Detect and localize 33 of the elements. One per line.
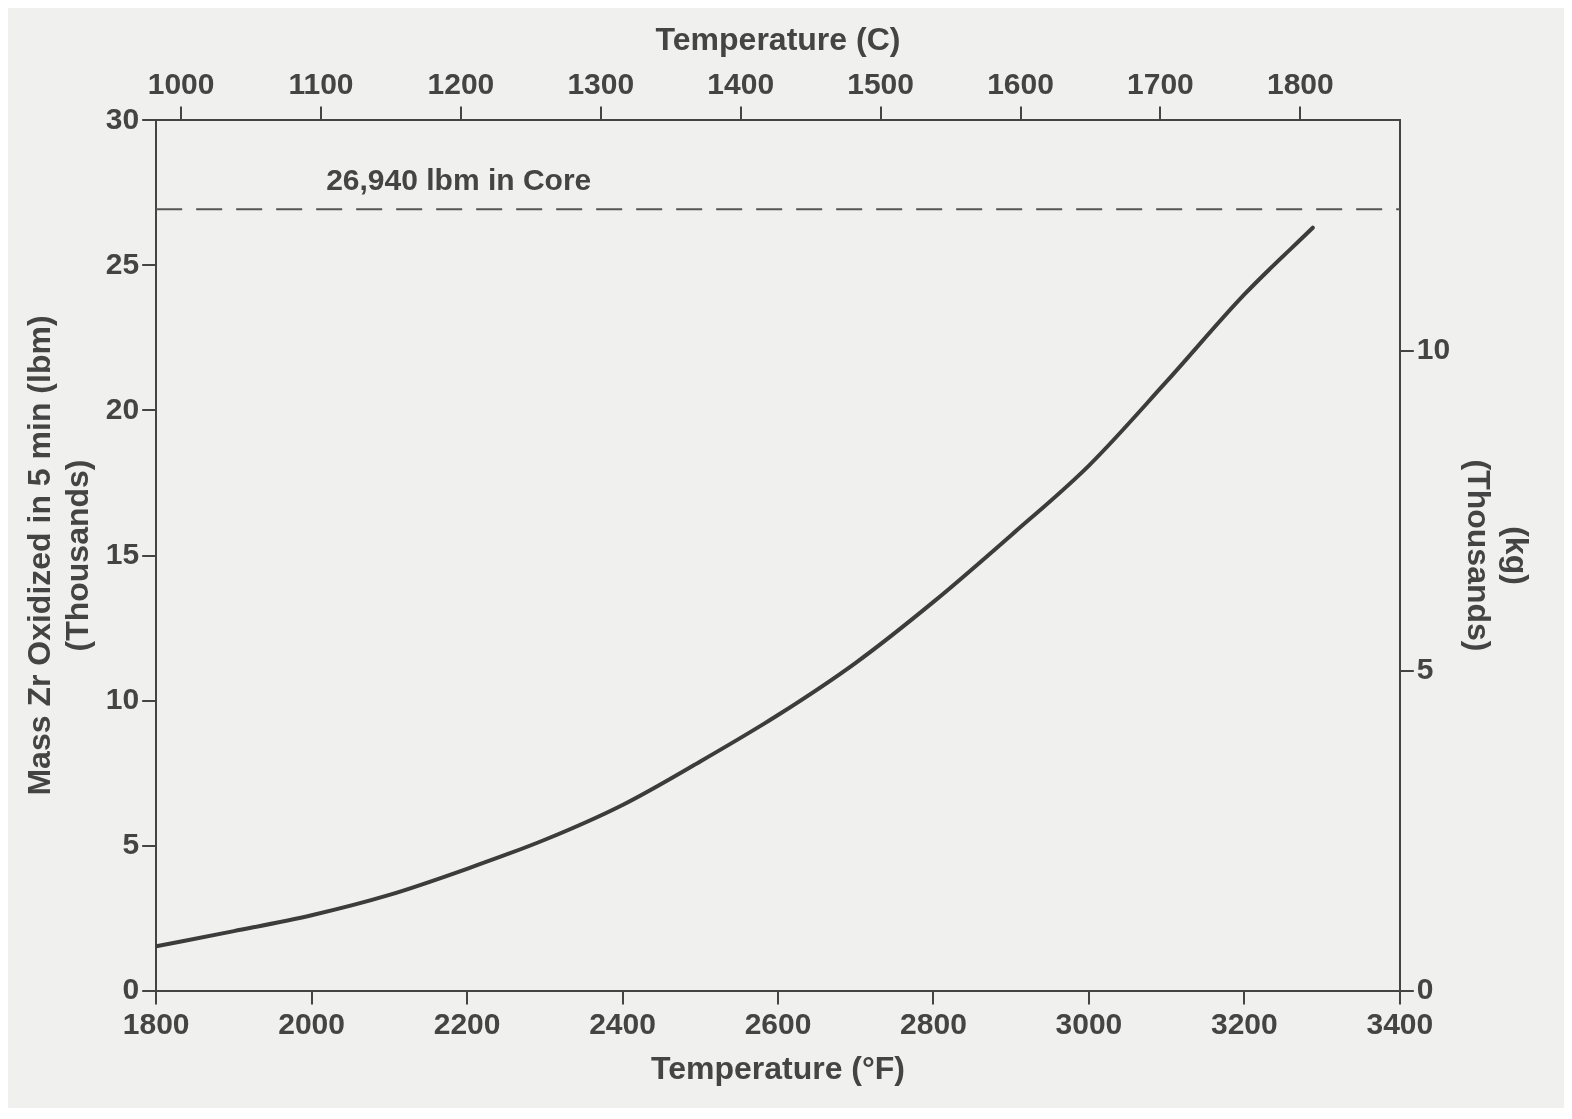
x2-tick-label: 1100 <box>288 66 354 100</box>
y2-tick-label: 0 <box>1416 971 1434 1005</box>
x2-tick-label: 1500 <box>847 66 914 100</box>
x-tick-label: 3400 <box>1366 1006 1434 1040</box>
x2-tick-label: 1000 <box>147 66 215 100</box>
y-tick-label: 5 <box>122 826 140 860</box>
y2-tick-label: 10 <box>1416 332 1451 366</box>
x-tick-label: 1800 <box>122 1006 190 1040</box>
y2-axis-title: (kg) (Thousands) <box>1460 459 1535 652</box>
x2-tick-label: 1600 <box>987 66 1054 100</box>
y-tick-label: 10 <box>105 681 140 715</box>
y-tick-label: 20 <box>105 391 140 425</box>
y-tick-label: 15 <box>105 536 140 570</box>
y-tick-label: 0 <box>122 971 140 1005</box>
y-tick-label: 25 <box>105 246 140 280</box>
y2-tick-label: 5 <box>1416 652 1434 686</box>
x-tick-label: 2800 <box>900 1006 967 1040</box>
y-axis-title: Mass Zr Oxidized in 5 min (lbm) (Thousands) <box>21 315 96 796</box>
x2-axis-title: Temperature (C) <box>655 21 901 58</box>
x2-tick-label: 1800 <box>1266 66 1334 100</box>
x-axis-title: Temperature (°F) <box>650 1049 906 1086</box>
x-tick-label: 2600 <box>744 1006 812 1040</box>
x-tick-label: 2000 <box>278 1006 345 1040</box>
x2-tick-label: 1400 <box>707 66 775 100</box>
x2-tick-label: 1200 <box>427 66 495 100</box>
ref-line-label: 26,940 lbm in Core <box>326 163 592 197</box>
x-tick-label: 3200 <box>1211 1006 1278 1040</box>
x-tick-label: 2400 <box>589 1006 656 1040</box>
x-tick-label: 3000 <box>1055 1006 1123 1040</box>
x2-tick-label: 1700 <box>1127 66 1194 100</box>
y-tick-label: 30 <box>105 101 140 135</box>
x-tick-label: 2200 <box>433 1006 501 1040</box>
x2-tick-label: 1300 <box>567 66 635 100</box>
